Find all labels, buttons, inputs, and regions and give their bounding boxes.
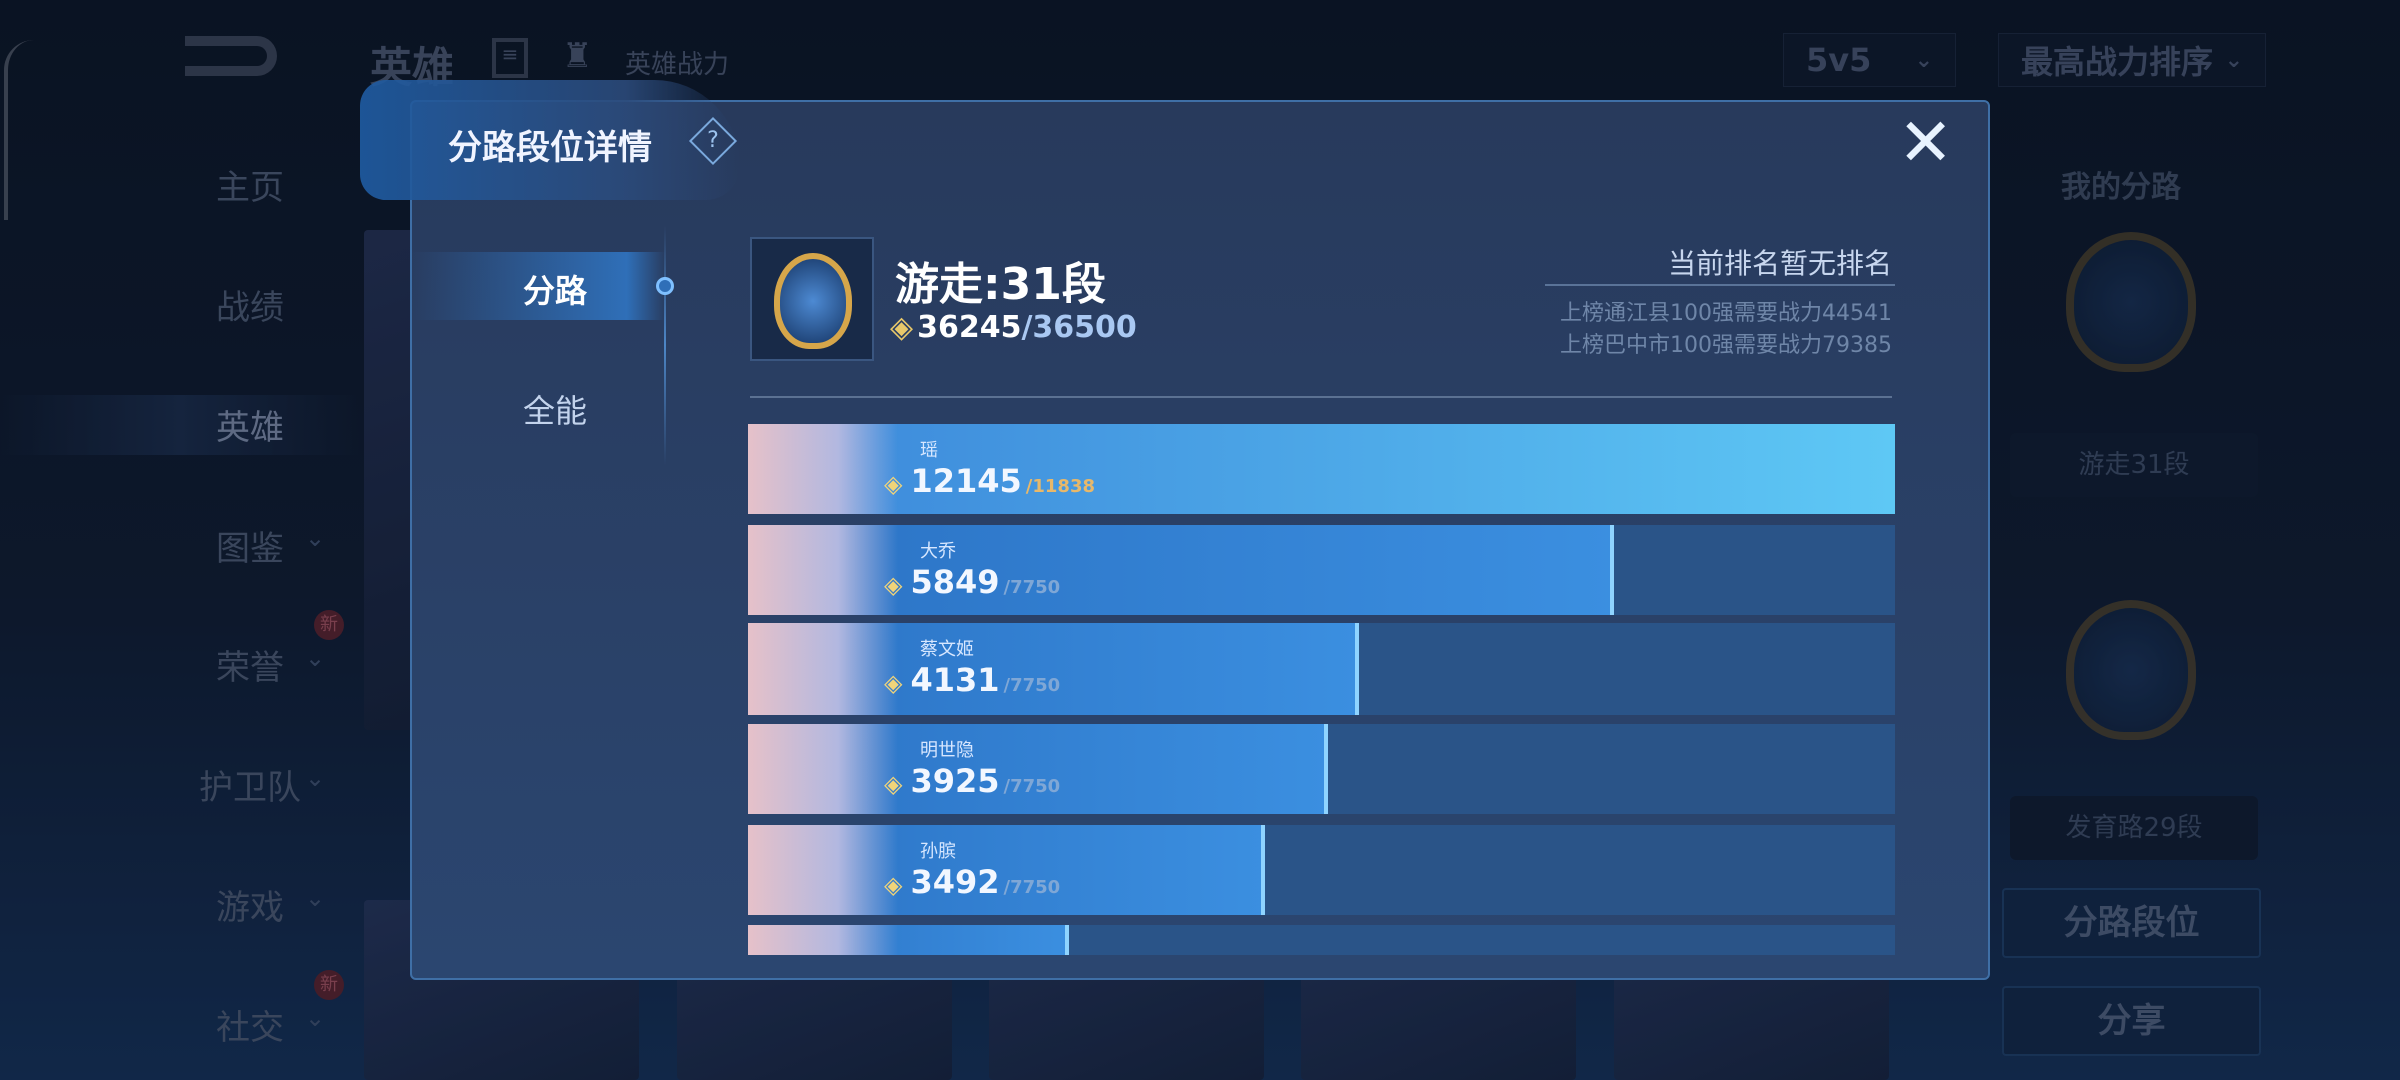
sidebar-item-social[interactable]: 社交 xyxy=(216,1008,284,1048)
chevron-down-icon: ⌄ xyxy=(305,644,326,672)
hero-power: ◈ 12145/11838 xyxy=(884,462,1095,500)
hero-power-progress-fill xyxy=(748,424,1895,514)
section-divider xyxy=(750,396,1892,398)
support-lane-badge-icon xyxy=(2066,232,2196,372)
hero-power-value: 4131 xyxy=(910,661,1000,699)
sort-select[interactable]: 最高战力排序 ⌄ xyxy=(1998,33,2266,87)
new-badge: 新 xyxy=(314,970,344,1000)
tab-indicator-dot xyxy=(656,277,674,295)
hero-portrait xyxy=(748,623,898,715)
hero-power-row[interactable]: 瑶 ◈ 12145/11838 xyxy=(748,424,1895,514)
decorative-wave xyxy=(360,80,740,200)
hero-power-link[interactable]: 英雄战力 xyxy=(625,50,730,80)
progress-edge xyxy=(1261,825,1266,915)
hero-name: 明世隐 xyxy=(920,740,974,761)
power-icon: ◈ xyxy=(884,470,903,498)
hero-power-target: /7750 xyxy=(1003,776,1061,797)
dialog-title: 分路段位详情 xyxy=(448,128,652,168)
progress-edge xyxy=(1355,623,1360,715)
hero-power-target: /7750 xyxy=(1003,675,1061,696)
hero-portrait xyxy=(748,424,898,514)
power-icon: ◈ xyxy=(884,871,903,899)
ranking-county-requirement: 上榜通江县100强需要战力44541 xyxy=(1560,301,1892,326)
hero-power-value: 3492 xyxy=(910,863,1000,901)
power-value: 36245 xyxy=(917,310,1022,345)
list-icon[interactable]: ≡ xyxy=(492,38,528,78)
progress-edge xyxy=(1065,925,1070,955)
left-edge-arc xyxy=(4,40,34,220)
rank-emblem-frame xyxy=(750,237,874,361)
lane1-label: 游走31段 xyxy=(2010,433,2258,497)
hero-power-icon: ♜ xyxy=(562,36,593,76)
ranking-divider xyxy=(1545,284,1895,286)
hero-portrait xyxy=(748,724,898,814)
hero-power-target: /11838 xyxy=(1025,476,1095,497)
power-target: /36500 xyxy=(1021,310,1137,345)
sidebar-item-hero[interactable]: 英雄 xyxy=(216,408,284,448)
adc-lane-badge-icon xyxy=(2066,600,2196,740)
close-icon[interactable]: ✕ xyxy=(1898,104,1954,181)
mode-select[interactable]: 5v5 ⌄ xyxy=(1783,33,1956,87)
hero-power: ◈ 3925/7750 xyxy=(884,762,1060,800)
chevron-down-icon: ⌄ xyxy=(2224,47,2243,73)
hero-power-target: /7750 xyxy=(1003,877,1061,898)
hero-name: 孙膑 xyxy=(920,841,956,862)
hero-power-row[interactable] xyxy=(748,925,1895,955)
tab-selected-highlight xyxy=(410,252,665,320)
support-rank-emblem-icon xyxy=(774,253,852,349)
chevron-down-icon: ⌄ xyxy=(1914,47,1933,73)
sort-select-value: 最高战力排序 xyxy=(2021,43,2214,81)
sidebar-item-game[interactable]: 游戏 xyxy=(216,888,284,928)
ranking-city-requirement: 上榜巴中市100强需要战力79385 xyxy=(1560,333,1892,358)
share-button[interactable]: 分享 xyxy=(2002,986,2261,1056)
power-icon: ◈ xyxy=(884,571,903,599)
power-icon: ◈ xyxy=(884,770,903,798)
power-icon: ◈ xyxy=(884,669,903,697)
hero-power-row[interactable]: 孙膑 ◈ 3492/7750 xyxy=(748,825,1895,915)
chevron-down-icon: ⌄ xyxy=(305,884,326,912)
sidebar-item-record[interactable]: 战绩 xyxy=(216,288,284,328)
hero-name: 蔡文姬 xyxy=(920,639,974,660)
tab-divider xyxy=(664,225,666,465)
help-glyph: ? xyxy=(707,128,719,153)
hero-name: 瑶 xyxy=(920,440,938,461)
mode-select-value: 5v5 xyxy=(1806,41,1872,79)
hero-name: 大乔 xyxy=(920,541,956,562)
chevron-down-icon: ⌄ xyxy=(305,764,326,792)
new-badge: 新 xyxy=(314,610,344,640)
hero-power-target: /7750 xyxy=(1003,577,1061,598)
power-icon: ◈ xyxy=(890,310,914,345)
rank-title: 游走:31段 xyxy=(895,259,1106,310)
ranking-status: 当前排名暂无排名 xyxy=(1667,247,1892,280)
sidebar-item-guard[interactable]: 护卫队 xyxy=(199,768,301,808)
chevron-down-icon: ⌄ xyxy=(305,524,326,552)
hero-power-row[interactable]: 明世隐 ◈ 3925/7750 xyxy=(748,724,1895,814)
lane-rank-button[interactable]: 分路段位 xyxy=(2002,888,2261,958)
hero-power-row[interactable]: 蔡文姬 ◈ 4131/7750 xyxy=(748,623,1895,715)
sidebar-item-codex[interactable]: 图鉴 xyxy=(216,529,284,569)
hero-power-value: 5849 xyxy=(910,563,1000,601)
hero-power: ◈ 4131/7750 xyxy=(884,661,1060,699)
back-icon[interactable] xyxy=(185,36,277,76)
hero-portrait xyxy=(748,925,898,955)
lane2-label: 发育路29段 xyxy=(2010,796,2258,860)
hero-power: ◈ 3492/7750 xyxy=(884,863,1060,901)
progress-edge xyxy=(1609,525,1614,615)
sidebar-item-honor[interactable]: 荣誉 xyxy=(216,648,284,688)
hero-power-row[interactable]: 大乔 ◈ 5849/7750 xyxy=(748,525,1895,615)
hero-power-value: 12145 xyxy=(910,462,1022,500)
chevron-down-icon: ⌄ xyxy=(305,1004,326,1032)
tab-all-round[interactable]: 全能 xyxy=(522,392,587,430)
hero-portrait xyxy=(748,825,898,915)
sidebar-active-highlight xyxy=(0,395,360,455)
tab-lane[interactable]: 分路 xyxy=(522,272,587,310)
hero-portrait xyxy=(748,525,898,615)
hero-power-value: 3925 xyxy=(910,762,1000,800)
sidebar-item-home[interactable]: 主页 xyxy=(216,168,284,208)
hero-power: ◈ 5849/7750 xyxy=(884,563,1060,601)
my-lanes-title: 我的分路 xyxy=(2061,170,2181,205)
progress-edge xyxy=(1324,724,1329,814)
total-power: ◈ 36245 /36500 xyxy=(890,310,1137,345)
